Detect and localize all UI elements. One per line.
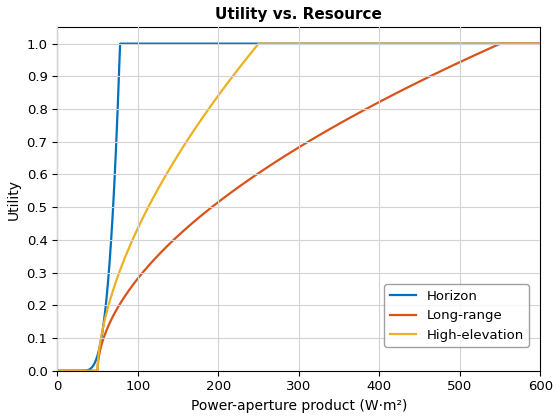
High-elevation xyxy=(236,65,242,70)
Long-range xyxy=(537,41,544,46)
Horizon xyxy=(537,41,544,46)
Long-range xyxy=(166,241,173,247)
Long-range xyxy=(533,41,540,46)
Long-range xyxy=(270,160,277,165)
Horizon xyxy=(270,41,277,46)
Horizon xyxy=(54,368,60,373)
Long-range xyxy=(171,236,178,241)
Horizon xyxy=(169,41,175,46)
Horizon xyxy=(533,41,540,46)
Horizon xyxy=(116,41,123,46)
Long-range xyxy=(169,239,175,244)
X-axis label: Power-aperture product (W·m²): Power-aperture product (W·m²) xyxy=(190,399,407,413)
Line: High-elevation: High-elevation xyxy=(57,44,540,371)
High-elevation xyxy=(270,41,277,46)
Title: Utility vs. Resource: Utility vs. Resource xyxy=(216,7,382,22)
High-elevation xyxy=(169,162,175,167)
High-elevation xyxy=(166,167,173,172)
Line: Horizon: Horizon xyxy=(57,44,540,371)
Line: Long-range: Long-range xyxy=(57,44,540,371)
Horizon xyxy=(236,41,243,46)
Horizon xyxy=(166,41,173,46)
Long-range xyxy=(54,368,60,373)
High-elevation xyxy=(537,41,544,46)
Long-range xyxy=(497,41,503,46)
High-elevation xyxy=(533,41,540,46)
Long-range xyxy=(236,184,242,189)
High-elevation xyxy=(54,368,60,373)
Legend: Horizon, Long-range, High-elevation: Horizon, Long-range, High-elevation xyxy=(384,284,529,347)
Y-axis label: Utility: Utility xyxy=(7,178,21,220)
Horizon xyxy=(171,41,178,46)
High-elevation xyxy=(171,158,178,163)
High-elevation xyxy=(255,41,262,46)
